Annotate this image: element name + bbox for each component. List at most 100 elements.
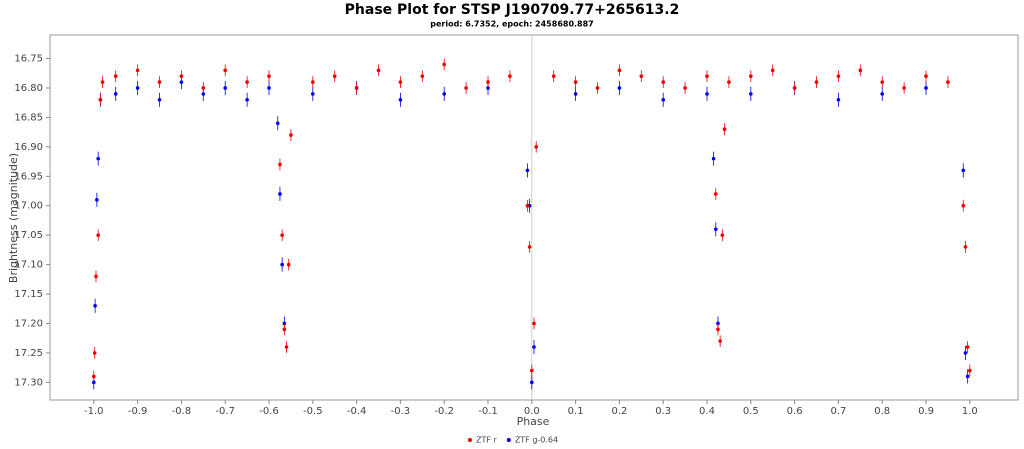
point [96,156,100,161]
point [113,74,118,79]
point [398,80,403,84]
point [836,97,841,102]
y-tick-label: 16.85 [14,112,43,123]
point [749,92,753,96]
legend-label: ZTF g-0.64 [515,436,558,445]
point [770,68,775,73]
point [532,321,536,326]
y-tick-label: 16.80 [14,83,43,94]
point [311,80,315,84]
point [711,156,716,161]
point [398,97,403,102]
point [880,92,885,96]
point [284,345,289,349]
point [814,80,819,84]
point [968,368,972,373]
point [93,304,97,308]
point [486,80,490,84]
point [527,245,532,249]
point [683,86,687,90]
point [720,233,725,237]
x-tick-label: 0.0 [524,406,540,417]
point [157,80,162,84]
point [573,92,578,96]
point [530,380,534,385]
legend-marker [468,438,472,442]
point [836,74,841,79]
x-tick-label: -0.7 [215,406,235,417]
point [551,74,556,79]
point [530,368,534,373]
point [92,374,96,379]
legend-label: ZTF r [476,436,498,445]
y-tick-label: 17.10 [14,260,43,271]
point [223,68,228,73]
point [245,80,249,84]
point [157,97,162,102]
point [525,168,530,173]
point [661,97,666,102]
point [534,145,538,149]
point [924,86,928,90]
x-tick-label: 0.8 [874,406,890,417]
point [924,74,928,79]
point [278,192,282,196]
x-tick-label: -0.3 [391,406,411,417]
x-tick-label: -1.0 [84,406,104,417]
point [464,86,468,90]
point [94,274,98,279]
point [617,86,622,90]
y-tick-label: 17.05 [14,230,43,241]
point [267,74,271,79]
point [289,133,293,137]
point [963,351,968,355]
point [713,227,718,232]
x-tick-label: 1.0 [962,406,978,417]
point [727,80,731,84]
point [100,80,105,84]
point [113,92,118,96]
point [332,74,337,79]
x-tick-label: 0.3 [655,406,671,417]
point [965,374,970,379]
point [282,327,287,332]
x-tick-label: -0.4 [347,406,367,417]
x-tick-label: -0.5 [303,406,323,417]
y-tick-label: 17.00 [14,201,43,212]
point [716,327,720,332]
y-tick-label: 17.25 [14,348,43,359]
point [245,97,249,102]
point [902,86,906,90]
point [354,86,359,90]
chart-subtitle: period: 6.7352, epoch: 2458680.887 [430,20,594,29]
point [95,198,99,202]
point [135,86,140,90]
point [661,80,666,84]
point [92,351,97,355]
x-tick-label: 0.7 [830,406,846,417]
y-tick-label: 16.95 [14,171,43,182]
point [135,68,140,73]
point [858,68,863,73]
point [573,80,578,84]
point [442,92,447,96]
point [792,86,797,90]
point [286,262,291,267]
x-tick-label: -0.2 [434,406,454,417]
x-tick-label: 0.6 [787,406,803,417]
x-tick-label: 0.9 [918,406,934,417]
point [525,203,530,208]
point [946,80,950,84]
plot-frame [49,34,1019,401]
point [98,97,103,102]
chart-title: Phase Plot for STSP J190709.77+265613.2 [345,2,680,18]
point [376,68,381,73]
point [705,74,709,79]
point [275,121,280,126]
point [718,339,722,343]
point [92,380,96,385]
x-tick-label: 0.1 [568,406,584,417]
point [442,62,447,67]
